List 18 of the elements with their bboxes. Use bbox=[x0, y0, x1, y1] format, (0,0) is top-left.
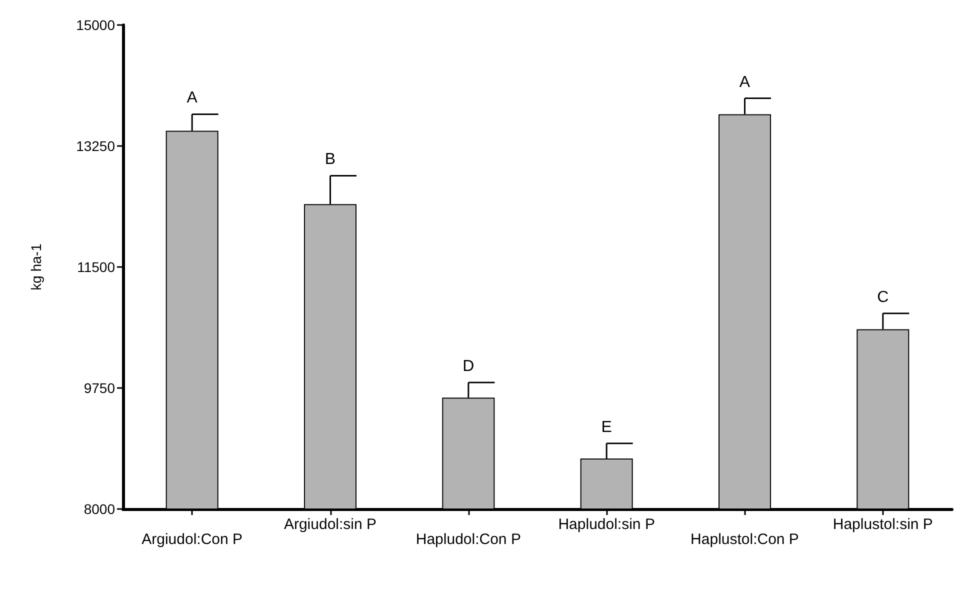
annotation: C bbox=[877, 288, 889, 306]
x-tick-label: Haplustol:Con P bbox=[690, 531, 799, 548]
y-tick-label: 9750 bbox=[84, 380, 116, 396]
x-tick-label: Hapludol:Con P bbox=[416, 531, 521, 548]
x-tick-label: Hapludol:sin P bbox=[558, 516, 655, 533]
annotation: B bbox=[324, 151, 336, 168]
x-tick-label: Argiudol:Con P bbox=[142, 531, 243, 548]
x-tick-label: Argiudol:sin P bbox=[284, 516, 377, 533]
y-tick-label: 13250 bbox=[76, 138, 116, 154]
annotation: A bbox=[739, 74, 750, 91]
y-tick-label: 15000 bbox=[76, 17, 116, 33]
annotation: D bbox=[462, 358, 474, 375]
x-tick-label: Haplustol:sin P bbox=[832, 516, 933, 533]
annotation: E bbox=[601, 418, 612, 436]
y-tick-label: 11500 bbox=[77, 259, 116, 275]
y-axis-title: kg ha-1 bbox=[28, 243, 44, 290]
y-tick-label: 8000 bbox=[84, 501, 116, 517]
annotation: A bbox=[186, 90, 198, 107]
